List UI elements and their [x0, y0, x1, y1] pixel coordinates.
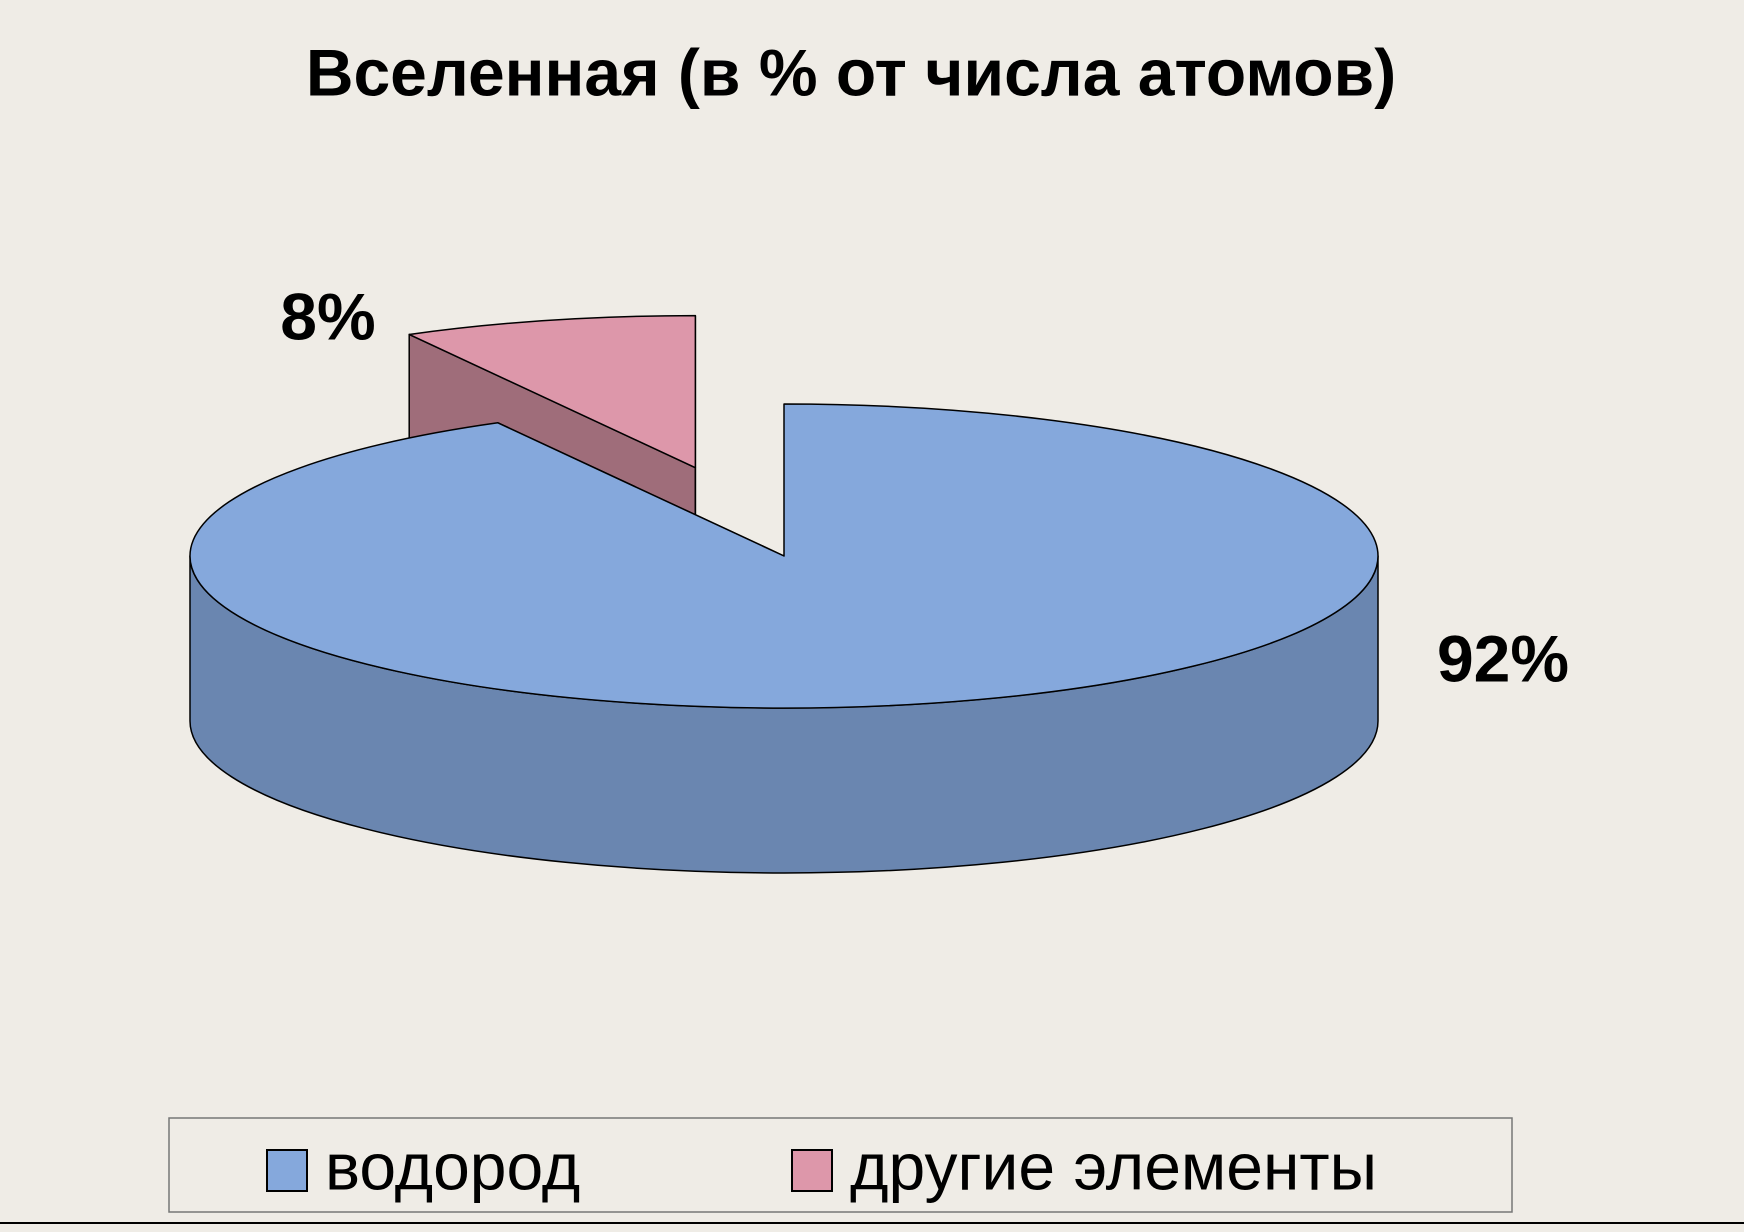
legend-label: другие элементы — [850, 1129, 1377, 1203]
chart-title: Вселенная (в % от числа атомов) — [306, 35, 1396, 109]
data-label: 8% — [280, 279, 375, 353]
slice — [189, 403, 1379, 709]
legend-swatch — [266, 1149, 308, 1192]
legend-label: водород — [325, 1129, 580, 1203]
slice — [408, 314, 697, 469]
legend-box — [168, 1117, 1513, 1213]
legend-swatch — [791, 1149, 833, 1192]
data-label: 92% — [1437, 621, 1569, 695]
